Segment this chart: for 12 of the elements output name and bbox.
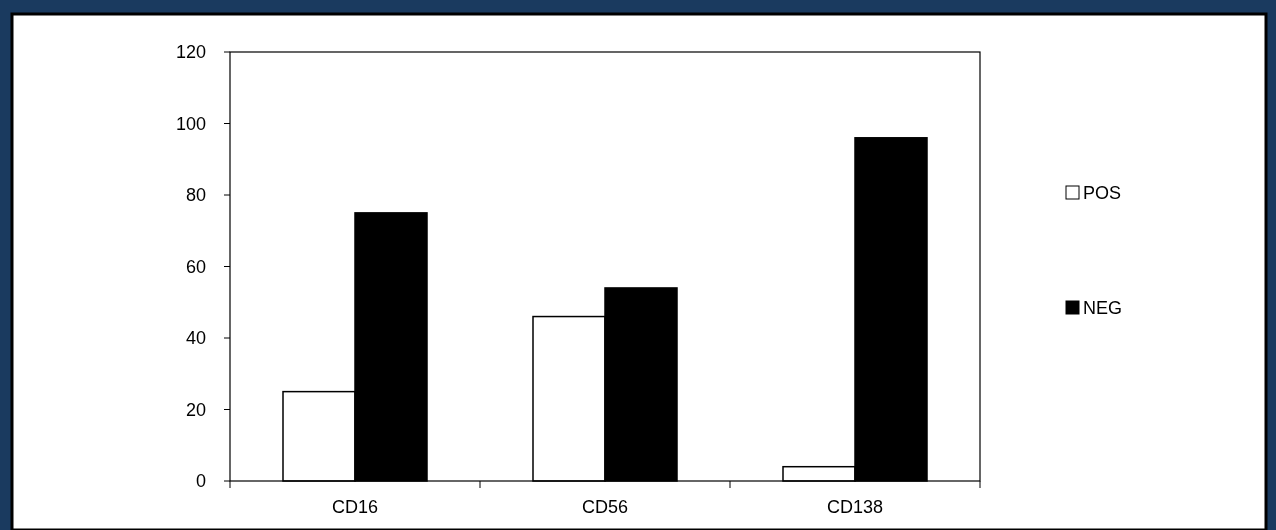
y-tick-label: 100 bbox=[175, 113, 206, 134]
x-tick-label: CD56 bbox=[581, 497, 629, 517]
y-tick-label: 60 bbox=[185, 256, 206, 277]
legend-label: POS bbox=[1083, 183, 1122, 204]
x-tick-label: CD138 bbox=[826, 497, 884, 517]
y-tick-label: 80 bbox=[185, 185, 206, 206]
y-tick-label: 0 bbox=[195, 471, 206, 492]
y-tick-label: 40 bbox=[185, 328, 206, 349]
legend-label: NEG bbox=[1083, 298, 1123, 319]
y-tick-label: 120 bbox=[175, 42, 206, 63]
y-tick-label: 20 bbox=[185, 399, 206, 420]
x-tick-label: CD16 bbox=[331, 497, 379, 517]
